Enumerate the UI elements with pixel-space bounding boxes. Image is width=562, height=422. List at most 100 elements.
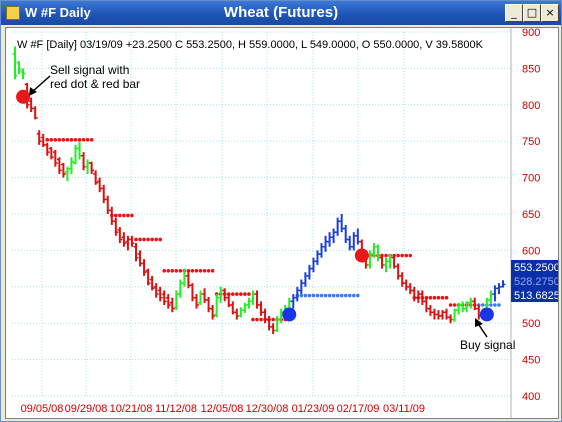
price-tag-label: 528.2750 [514,276,558,288]
x-tick-label: 11/12/08 [155,403,197,415]
y-tick-label: 500 [522,318,540,330]
stop-dot [481,303,485,307]
x-tick-label: 09/05/08 [21,403,64,415]
plot-frame: 400450500550600650700750800850900 09/05/… [5,27,559,419]
stop-dot [251,317,255,322]
y-tick-label: 600 [522,245,540,257]
price-tag-box [511,288,558,302]
stop-dot [230,292,235,296]
stop-dot [319,293,324,298]
maximize-button[interactable]: □ [523,4,541,22]
sell-arrow [31,75,51,93]
stop-dot [408,253,413,258]
stop-dot [347,293,352,298]
stop-dot [178,268,183,273]
stop-dot [323,293,328,298]
stop-dot [162,268,167,273]
stop-dot [118,213,122,218]
stop-dot [89,137,94,142]
x-tick-label: 12/05/08 [201,403,244,415]
stop-dot [400,253,404,258]
price-chart[interactable]: 400450500550600650700750800850900 09/05/… [6,28,558,418]
stop-dot [49,137,54,142]
stop-dot [73,137,78,142]
stop-dot [142,237,146,242]
stop-dot [202,268,207,273]
stop-dot [271,317,275,322]
stop-dot [299,293,304,298]
stop-dot [259,317,263,322]
stop-dot [235,292,239,296]
stop-dot [315,293,320,298]
header-info: W #F [Daily] 03/19/09 +23.2500 C 553.250… [17,39,484,51]
stop-dot [243,292,247,296]
y-tick-label: 650 [522,209,540,221]
stop-dot [198,268,203,273]
y-tick-label: 450 [522,355,540,367]
stop-dot [452,303,457,307]
stop-dot [307,293,312,298]
y-tick-label: 900 [522,28,540,39]
price-tag-label: 513.6825 [514,290,558,302]
stop-dot [186,268,191,273]
price-tag-box [511,274,558,288]
x-axis: 09/05/08 09/29/08 10/21/08 11/12/08 12/05/08… [21,403,425,415]
stop-dot [114,213,118,218]
stop-dots [45,137,501,322]
chart-app-icon [6,6,20,20]
stop-dot [356,293,360,298]
close-button[interactable]: × [541,4,559,22]
stop-dot [150,237,154,242]
stop-dot [448,303,453,307]
stop-dot [239,292,243,296]
stop-dot [154,237,158,242]
minimize-button[interactable]: _ [505,4,523,22]
stop-dot [65,137,70,142]
y-tick-label: 850 [522,63,540,75]
price-tag-label: 553.2500 [514,262,558,274]
stop-dot [134,237,138,242]
stop-dot [170,268,175,273]
y-tick-label: 400 [522,391,540,403]
y-axis: 400450500550600650700750800850900 [510,28,540,418]
stop-dot [166,268,171,273]
sell-annotation-line-2: red dot & red bar [50,77,140,91]
stop-dot [255,317,259,322]
x-tick-label: 12/30/08 [246,403,289,415]
stop-dot [53,137,58,142]
stop-dot [194,268,199,273]
stop-dot [174,268,179,273]
stop-dot [190,268,195,273]
stop-dot [210,268,215,273]
price-tags: 553.2500 528.2750 513.6825 [511,260,558,302]
sell-signal-dot [16,89,31,104]
x-tick-label: 01/23/09 [292,403,335,415]
window-short-title: W #F Daily [25,5,91,20]
x-tick-label: 10/21/08 [110,403,153,415]
stop-dot [130,213,134,218]
stop-dot [81,137,86,142]
stop-dot [489,303,493,307]
stop-dot [85,137,90,142]
stop-dot [77,137,82,142]
stop-dot [61,137,66,142]
stop-dot [335,293,340,298]
stop-dot [343,293,348,298]
stop-dot [436,295,441,300]
stop-dot [158,237,162,242]
sell-annotation-line-1: Sell signal with [50,63,129,77]
stop-dot [351,293,356,298]
buy-annotation: Buy signal [460,338,515,352]
stop-dot [384,253,388,258]
stop-dot [57,137,62,142]
signal-dots [16,89,494,322]
stop-dot [311,293,316,298]
title-bar[interactable]: W #F Daily Wheat (Futures) _ □ × [1,1,561,25]
stop-dot [493,303,497,307]
stop-dot [146,237,150,242]
stop-dot [444,295,449,300]
stop-dot [440,295,445,300]
stop-dot [432,295,437,300]
stop-dot [396,253,400,258]
